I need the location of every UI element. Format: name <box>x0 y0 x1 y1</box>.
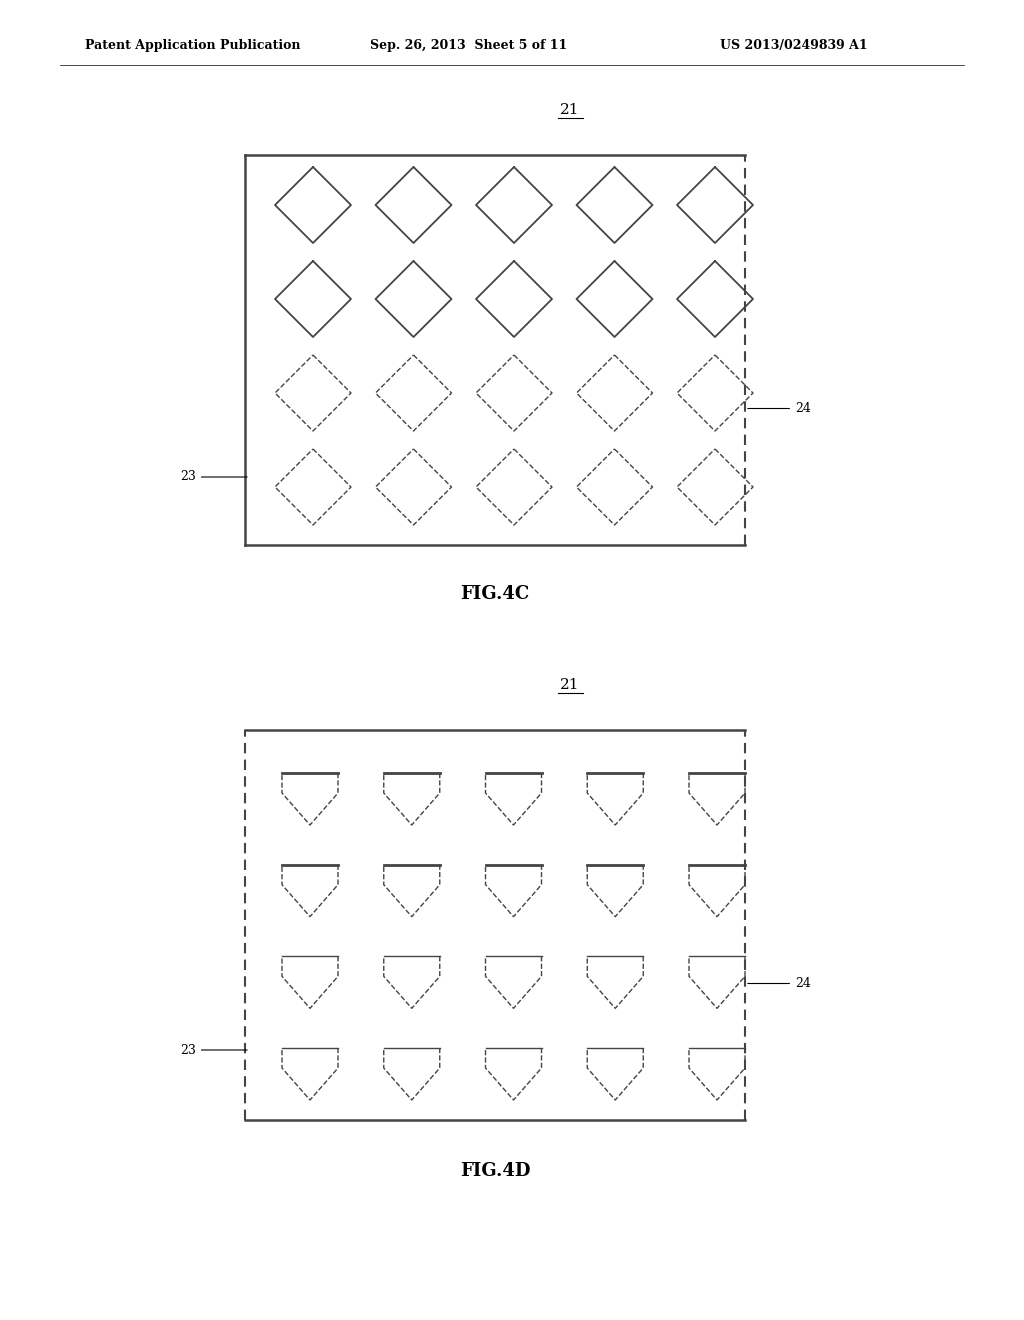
Text: 21: 21 <box>560 103 580 117</box>
Text: 24: 24 <box>748 403 811 414</box>
Text: 24: 24 <box>748 977 811 990</box>
Text: FIG.4D: FIG.4D <box>460 1162 530 1180</box>
Text: Patent Application Publication: Patent Application Publication <box>85 38 300 51</box>
Text: 21: 21 <box>560 678 580 692</box>
Text: US 2013/0249839 A1: US 2013/0249839 A1 <box>720 38 867 51</box>
Text: FIG.4C: FIG.4C <box>461 585 529 603</box>
Text: 23: 23 <box>180 470 247 483</box>
Text: 23: 23 <box>180 1044 247 1056</box>
Text: Sep. 26, 2013  Sheet 5 of 11: Sep. 26, 2013 Sheet 5 of 11 <box>370 38 567 51</box>
